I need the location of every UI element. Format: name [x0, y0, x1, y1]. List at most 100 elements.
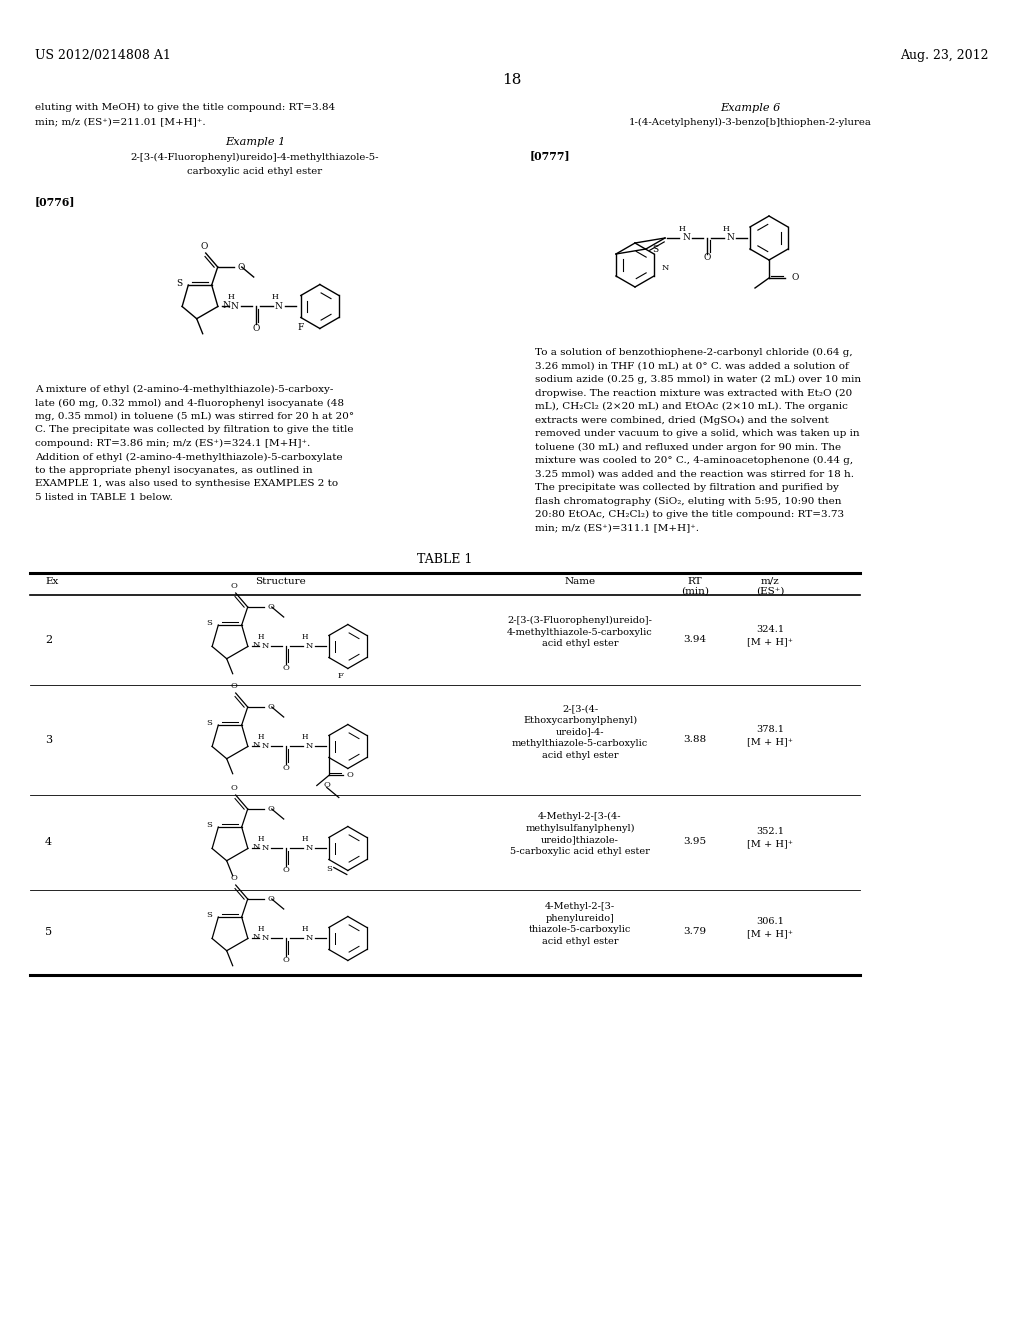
Text: Structure: Structure: [255, 577, 305, 586]
Text: 3: 3: [45, 735, 52, 744]
Text: 20:80 EtOAc, CH₂Cl₂) to give the title compound: RT=3.73: 20:80 EtOAc, CH₂Cl₂) to give the title c…: [535, 510, 844, 519]
Text: 2-[3-(4-
Ethoxycarbonylphenyl)
ureido]-4-
methylthiazole-5-carboxylic
acid ethyl: 2-[3-(4- Ethoxycarbonylphenyl) ureido]-4…: [512, 704, 648, 760]
Text: N: N: [726, 234, 734, 243]
Text: N: N: [261, 935, 268, 942]
Text: O: O: [200, 242, 208, 251]
Text: N: N: [274, 302, 283, 312]
Text: RT: RT: [688, 577, 702, 586]
Text: 1-(4-Acetylphenyl)-3-benzo[b]thiophen-2-ylurea: 1-(4-Acetylphenyl)-3-benzo[b]thiophen-2-…: [629, 117, 871, 127]
Text: O: O: [238, 263, 245, 272]
Text: O: O: [283, 957, 290, 965]
Text: H: H: [258, 734, 264, 742]
Text: N: N: [253, 742, 260, 750]
Text: S: S: [326, 866, 332, 874]
Text: N: N: [253, 642, 260, 649]
Text: 5: 5: [45, 927, 52, 937]
Text: removed under vacuum to give a solid, which was taken up in: removed under vacuum to give a solid, wh…: [535, 429, 859, 438]
Text: O: O: [252, 323, 259, 333]
Text: sodium azide (0.25 g, 3.85 mmol) in water (2 mL) over 10 min: sodium azide (0.25 g, 3.85 mmol) in wate…: [535, 375, 861, 384]
Text: H: H: [302, 734, 308, 742]
Text: O: O: [791, 273, 799, 282]
Text: 4: 4: [45, 837, 52, 847]
Text: 18: 18: [503, 73, 521, 87]
Text: 2-[3-(4-Fluorophenyl)ureido]-4-methylthiazole-5-: 2-[3-(4-Fluorophenyl)ureido]-4-methylthi…: [131, 153, 379, 162]
Text: N: N: [305, 643, 312, 651]
Text: 4-Methyl-2-[3-(4-
methylsulfanylphenyl)
ureido]thiazole-
5-carboxylic acid ethyl: 4-Methyl-2-[3-(4- methylsulfanylphenyl) …: [510, 812, 650, 857]
Text: N: N: [261, 845, 268, 853]
Text: N: N: [231, 302, 239, 312]
Text: N: N: [253, 843, 260, 851]
Text: min; m/z (ES⁺)=311.1 [M+H]⁺.: min; m/z (ES⁺)=311.1 [M+H]⁺.: [535, 524, 699, 532]
Text: carboxylic acid ethyl ester: carboxylic acid ethyl ester: [187, 168, 323, 176]
Text: N: N: [305, 935, 312, 942]
Text: S: S: [207, 619, 212, 627]
Text: C. The precipitate was collected by filtration to give the title: C. The precipitate was collected by filt…: [35, 425, 353, 434]
Text: O: O: [230, 582, 238, 590]
Text: TABLE 1: TABLE 1: [418, 553, 473, 566]
Text: (min): (min): [681, 587, 709, 597]
Text: mg, 0.35 mmol) in toluene (5 mL) was stirred for 20 h at 20°: mg, 0.35 mmol) in toluene (5 mL) was sti…: [35, 412, 354, 421]
Text: 3.88: 3.88: [683, 735, 707, 744]
Text: extracts were combined, dried (MgSO₄) and the solvent: extracts were combined, dried (MgSO₄) an…: [535, 416, 828, 425]
Text: 5 listed in TABLE 1 below.: 5 listed in TABLE 1 below.: [35, 492, 173, 502]
Text: flash chromatography (SiO₂, eluting with 5:95, 10:90 then: flash chromatography (SiO₂, eluting with…: [535, 496, 842, 506]
Text: S: S: [652, 244, 658, 253]
Text: N: N: [305, 845, 312, 853]
Text: EXAMPLE 1, was also used to synthesise EXAMPLES 2 to: EXAMPLE 1, was also used to synthesise E…: [35, 479, 338, 488]
Text: 2: 2: [45, 635, 52, 645]
Text: N: N: [662, 264, 669, 272]
Text: O: O: [230, 784, 238, 792]
Text: Ex: Ex: [45, 577, 58, 586]
Text: late (60 mg, 0.32 mmol) and 4-fluorophenyl isocyanate (48: late (60 mg, 0.32 mmol) and 4-fluorophen…: [35, 399, 344, 408]
Text: O: O: [267, 895, 274, 903]
Text: US 2012/0214808 A1: US 2012/0214808 A1: [35, 49, 171, 62]
Text: S: S: [207, 821, 212, 829]
Text: O: O: [230, 682, 238, 690]
Text: O: O: [283, 866, 290, 874]
Text: 3.26 mmol) in THF (10 mL) at 0° C. was added a solution of: 3.26 mmol) in THF (10 mL) at 0° C. was a…: [535, 362, 849, 371]
Text: eluting with MeOH) to give the title compound: RT=3.84: eluting with MeOH) to give the title com…: [35, 103, 335, 112]
Text: 3.25 mmol) was added and the reaction was stirred for 18 h.: 3.25 mmol) was added and the reaction wa…: [535, 470, 854, 479]
Text: 2-[3-(3-Fluorophenyl)ureido]-
4-methylthiazole-5-carboxylic
acid ethyl ester: 2-[3-(3-Fluorophenyl)ureido]- 4-methylth…: [507, 615, 653, 648]
Text: to the appropriate phenyl isocyanates, as outlined in: to the appropriate phenyl isocyanates, a…: [35, 466, 312, 475]
Text: A mixture of ethyl (2-amino-4-methylthiazole)-5-carboxy-: A mixture of ethyl (2-amino-4-methylthia…: [35, 385, 334, 395]
Text: H: H: [258, 634, 264, 642]
Text: m/z: m/z: [761, 577, 779, 586]
Text: 352.1
[M + H]⁺: 352.1 [M + H]⁺: [746, 828, 793, 849]
Text: F: F: [338, 672, 344, 681]
Text: H: H: [271, 293, 279, 301]
Text: (ES⁺): (ES⁺): [756, 587, 784, 597]
Text: S: S: [207, 911, 212, 919]
Text: 4-Methyl-2-[3-
phenylureido]
thiazole-5-carboxylic
acid ethyl ester: 4-Methyl-2-[3- phenylureido] thiazole-5-…: [528, 902, 631, 946]
Text: To a solution of benzothiophene-2-carbonyl chloride (0.64 g,: To a solution of benzothiophene-2-carbon…: [535, 348, 853, 358]
Text: H: H: [302, 925, 308, 933]
Text: The precipitate was collected by filtration and purified by: The precipitate was collected by filtrat…: [535, 483, 839, 492]
Text: N: N: [261, 742, 268, 751]
Text: O: O: [267, 704, 274, 711]
Text: [0777]: [0777]: [530, 150, 570, 161]
Text: Example 1: Example 1: [225, 137, 285, 147]
Text: dropwise. The reaction mixture was extracted with Et₂O (20: dropwise. The reaction mixture was extra…: [535, 388, 852, 397]
Text: N: N: [261, 643, 268, 651]
Text: 3.95: 3.95: [683, 837, 707, 846]
Text: H: H: [302, 634, 308, 642]
Text: O: O: [347, 771, 353, 780]
Text: O: O: [283, 764, 290, 772]
Text: 3.79: 3.79: [683, 928, 707, 936]
Text: S: S: [176, 279, 182, 288]
Text: O: O: [230, 874, 238, 882]
Text: H: H: [227, 293, 234, 301]
Text: compound: RT=3.86 min; m/z (ES⁺)=324.1 [M+H]⁺.: compound: RT=3.86 min; m/z (ES⁺)=324.1 […: [35, 440, 310, 447]
Text: N: N: [305, 742, 312, 751]
Text: O: O: [283, 664, 290, 672]
Text: O: O: [703, 253, 711, 263]
Text: O: O: [267, 805, 274, 813]
Text: Example 6: Example 6: [720, 103, 780, 114]
Text: H: H: [723, 224, 729, 234]
Text: Addition of ethyl (2-amino-4-methylthiazole)-5-carboxylate: Addition of ethyl (2-amino-4-methylthiaz…: [35, 453, 343, 462]
Text: H: H: [679, 224, 685, 234]
Text: Name: Name: [564, 577, 596, 586]
Text: [0776]: [0776]: [35, 195, 76, 207]
Text: N: N: [223, 301, 230, 310]
Text: F: F: [298, 323, 304, 333]
